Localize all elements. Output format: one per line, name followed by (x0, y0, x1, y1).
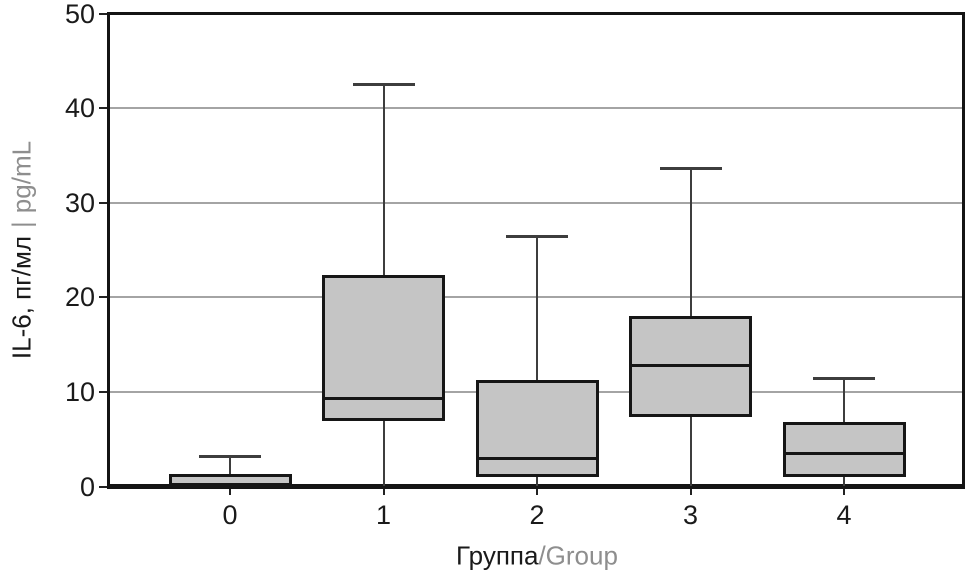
y-tick-label: 50 (64, 0, 95, 29)
x-tick-mark (382, 489, 385, 495)
y-tick-mark (99, 390, 107, 393)
y-tick-label: 40 (64, 93, 95, 124)
y-tick-mark (99, 107, 107, 110)
y-axis-title-separator: | (6, 221, 37, 228)
whisker-line (536, 236, 538, 487)
y-tick-mark (99, 201, 107, 204)
plot-frame (107, 12, 965, 489)
x-category-label: 3 (682, 500, 699, 530)
box-group-4 (782, 422, 906, 478)
y-tick-label: 10 (64, 376, 95, 407)
x-axis-title-primary: Группа (456, 540, 539, 571)
median-line (168, 485, 292, 488)
x-category-label: 0 (222, 500, 238, 530)
x-tick-mark (689, 489, 692, 495)
y-axis-title: IL-6, пг/мл | pg/mL (7, 141, 38, 359)
median-line (322, 397, 445, 401)
whisker-cap-top (199, 454, 261, 458)
whisker-cap-top (352, 82, 415, 86)
gridline-y-40 (110, 107, 962, 110)
x-axis-title: Группа/Group (456, 541, 618, 572)
median-line (782, 451, 906, 455)
box-group-0 (168, 474, 292, 487)
y-tick-label: 0 (79, 471, 95, 502)
y-axis-title-secondary: pg/mL (6, 140, 37, 214)
y-tick-mark (99, 296, 107, 299)
whisker-cap-top (813, 377, 875, 381)
whisker-cap-top (659, 167, 722, 171)
y-axis-title-primary: IL-6, пг/мл (6, 235, 37, 360)
median-line (629, 363, 752, 367)
x-axis-title-secondary: /Group (538, 540, 618, 571)
median-line (475, 456, 599, 460)
y-tick-mark (99, 485, 107, 488)
y-tick-label: 20 (64, 282, 95, 313)
x-category-label: 2 (529, 500, 545, 530)
whisker-line (229, 456, 231, 487)
y-tick-label: 30 (64, 187, 95, 218)
y-tick-mark (99, 12, 107, 15)
x-tick-mark (536, 489, 538, 495)
box-group-2 (475, 379, 599, 478)
gridline-y-30 (110, 201, 962, 204)
box-group-1 (322, 274, 445, 422)
whisker-cap-top (506, 235, 568, 239)
x-tick-mark (843, 489, 845, 495)
x-tick-mark (229, 489, 231, 495)
x-category-label: 4 (836, 500, 852, 530)
x-category-label: 1 (375, 500, 392, 530)
